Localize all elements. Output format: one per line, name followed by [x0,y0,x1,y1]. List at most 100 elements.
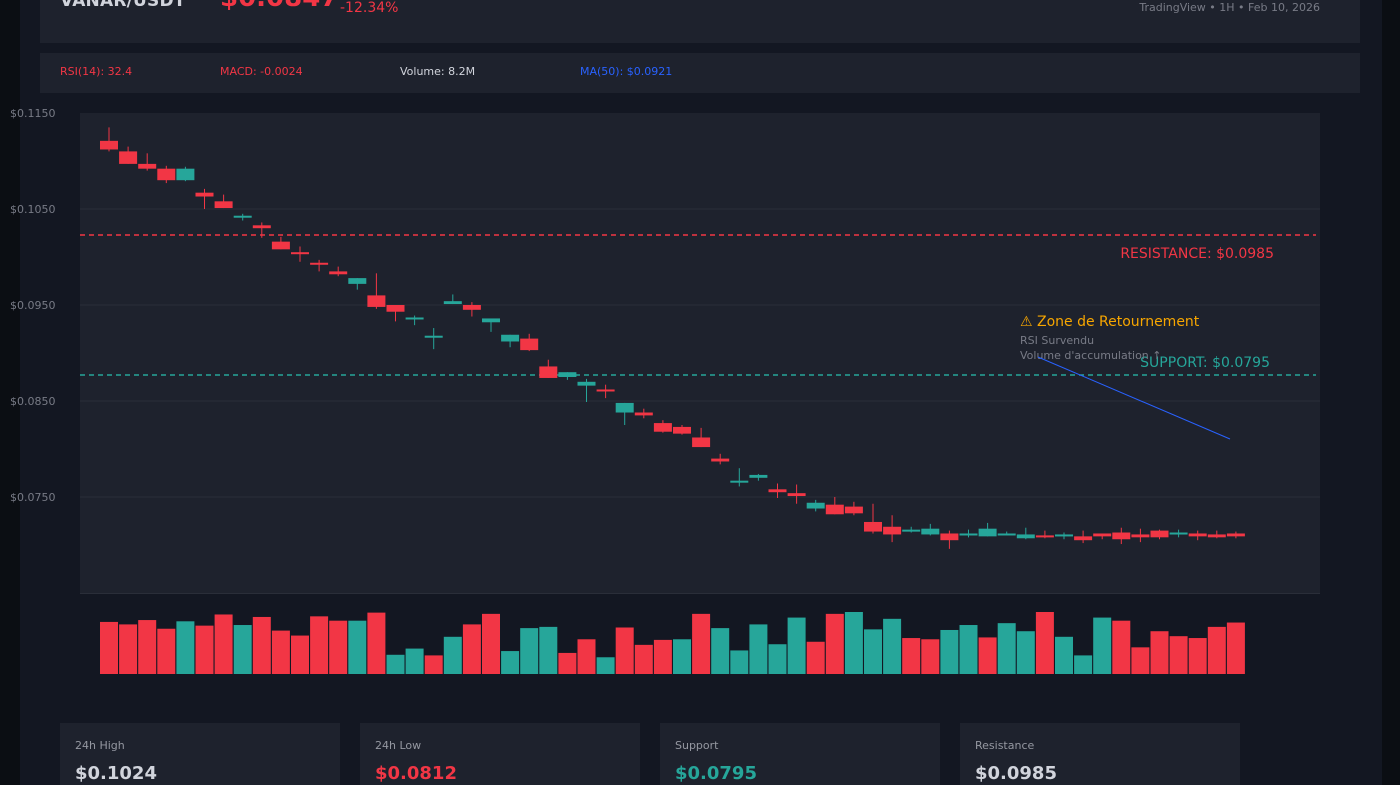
stat-value: $0.0795 [675,763,757,784]
stat-label: 24h High [75,739,125,752]
candle-body [940,533,959,541]
rsi-indicator[interactable]: RSI(14): 32.4 [60,65,133,78]
volume-bar [501,651,520,674]
volume-bar [997,623,1016,674]
candle-body [1131,534,1150,538]
candle-body [615,402,634,413]
candle-body [1055,534,1073,537]
candle-body [806,502,825,509]
support-label: SUPPORT: $0.0795 [1140,355,1270,371]
volume-bar [787,617,806,674]
volume-bar [1093,617,1112,674]
stat-label: 24h Low [375,739,422,752]
stat-label: Resistance [975,739,1035,752]
volume-bar [252,616,271,674]
candle-body [157,168,176,181]
price-change: -12.34% [340,0,399,16]
candle-body [673,426,691,434]
candle-body [634,412,653,416]
last-price: $0.0847 [220,0,338,13]
volume-bar [100,621,118,674]
candle-body [1112,532,1131,540]
candle-body [501,334,520,342]
candle-body [1016,534,1035,539]
pair-symbol[interactable]: VANAR/USDT [60,0,186,11]
volume-bar [749,624,768,674]
reversal-zone-note: Volume d'accumulation ↑ [1020,349,1162,362]
stat-card-low: 24h Low $0.0812 [360,723,640,785]
volume-bar [462,624,481,674]
volume-bar [577,639,596,674]
candle-body [653,423,672,432]
candle-body [386,305,405,312]
macd-indicator[interactable]: MACD: -0.0024 [220,65,303,78]
volume-bar [1112,620,1131,674]
candle-body [195,192,214,197]
candle-body [233,215,252,218]
stat-value: $0.1024 [75,763,157,784]
volume-bar [1169,636,1188,674]
y-tick-label: $0.1050 [10,203,56,216]
volume-bar [443,636,462,674]
volume-bar [692,613,711,674]
volume-bar [596,657,615,674]
candle-body [1093,533,1112,537]
volume-bar [673,639,691,674]
candle-body [348,278,367,284]
candle-body [1226,533,1245,537]
volume-bar [825,613,844,674]
resistance-label: RESISTANCE: $0.0985 [1120,246,1274,262]
volume-bar [730,650,749,674]
volume-bar [864,629,882,674]
candle-body [787,493,806,497]
volume-bar [424,655,443,674]
volume-bar [959,625,978,674]
volume-bar [386,654,405,674]
candle-body [959,533,978,536]
chart-meta: TradingView • 1H • Feb 10, 2026 [1139,1,1320,14]
volume-bar [539,626,558,674]
ma-indicator[interactable]: MA(50): $0.0921 [580,65,673,78]
volume-bar [291,635,309,674]
volume-bar [482,613,500,674]
candle-body [902,529,921,532]
candle-body [1074,536,1093,541]
reversal-zone-title: ⚠ Zone de Retournement [1020,314,1200,330]
volume-bar [233,625,252,674]
candle-body [864,521,882,532]
candle-body [1188,533,1207,537]
stat-value: $0.0985 [975,763,1057,784]
volume-bar [844,612,863,674]
volume-bar [1035,612,1054,674]
stat-value: $0.0812 [375,763,457,784]
candle-body [310,262,329,265]
volume-indicator[interactable]: Volume: 8.2M [400,65,476,78]
volume-bar [520,628,539,674]
candle-body [844,506,863,514]
volume-bar [176,621,195,674]
ticker-header: VANAR/USDT $0.0847 -12.34% TradingView •… [40,0,1360,43]
volume-bar [310,616,329,674]
volume-bar [1016,631,1035,674]
candle-body [100,140,118,150]
volume-bar [1207,626,1226,674]
volume-bar [615,627,634,674]
volume-bar [883,618,902,674]
candle-body [252,225,271,229]
candle-body [749,474,768,478]
chart-panel[interactable] [80,113,1320,594]
candle-body [711,458,730,462]
volume-bar [214,614,233,674]
volume-bar [138,620,157,674]
reversal-zone-note: RSI Survendu [1020,334,1094,347]
indicator-bar: RSI(14): 32.4 MACD: -0.0024 Volume: 8.2M… [40,53,1360,93]
candle-body [462,305,481,310]
volume-bar [711,628,730,674]
candle-body [997,533,1016,536]
candle-body [405,317,424,320]
volume-bar [119,624,138,674]
volume-bar [1188,638,1207,674]
volume-bar [329,620,348,674]
candle-body [978,528,997,537]
